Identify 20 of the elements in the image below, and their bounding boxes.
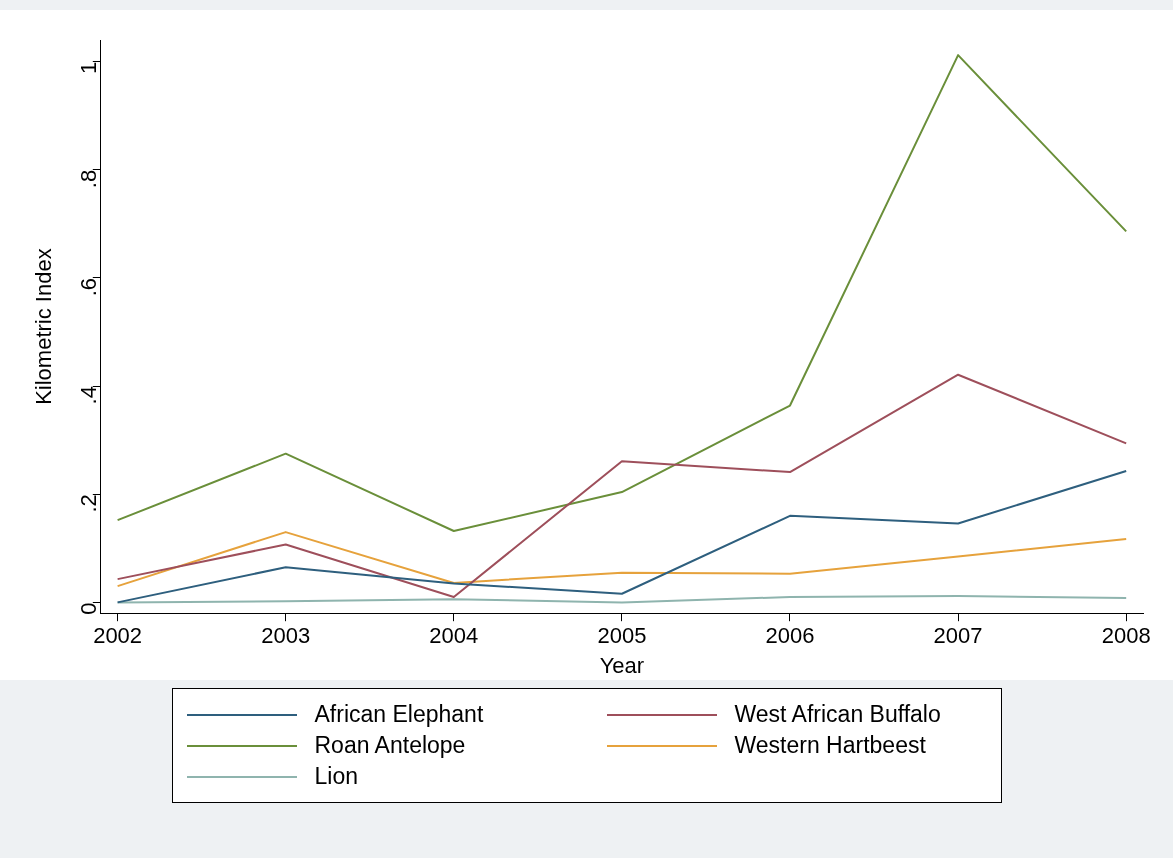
legend-label: Lion [314,763,358,790]
x-tick-label: 2004 [429,623,479,649]
x-tick-label: 2006 [765,623,815,649]
legend-label: African Elephant [314,701,484,728]
legend-label: West African Buffalo [734,701,941,728]
x-tick-label: 2005 [597,623,647,649]
x-tick-label: 2008 [1101,623,1151,649]
y-tick-label: .2 [75,494,101,513]
y-tick-label: .6 [75,277,101,297]
y-tick-label: .4 [75,386,101,405]
x-tick-label: 2003 [261,623,311,649]
y-tick-label: 1 [75,61,101,74]
x-tick-label: 2007 [933,623,983,649]
x-tick-label: 2002 [93,623,143,649]
legend-label: Roan Antelope [314,732,466,759]
y-tick-label: 0 [75,602,101,615]
legend-label: Western Hartbeest [734,732,926,759]
x-axis-title: Year [599,652,645,678]
y-axis-title: Kilometric Index [31,248,57,405]
y-tick-label: .8 [75,169,101,189]
